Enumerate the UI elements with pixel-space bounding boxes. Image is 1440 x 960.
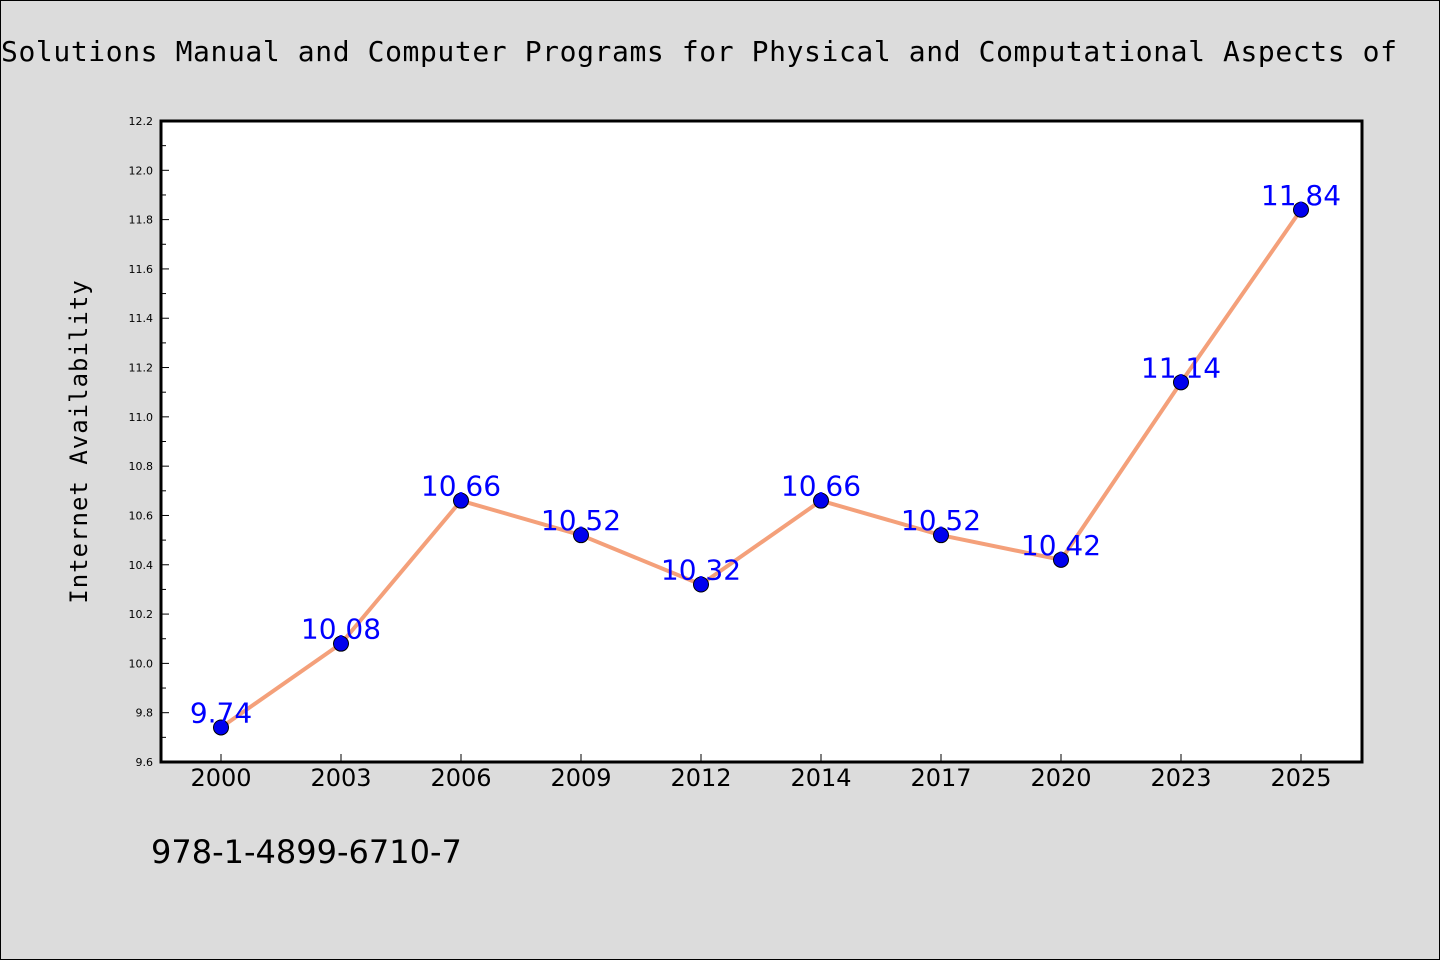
y-tick-label: 10.4 <box>129 559 154 572</box>
series-line <box>219 208 1303 730</box>
y-tick-label: 12.0 <box>129 164 154 177</box>
y-tick-label: 11.6 <box>129 263 154 276</box>
x-tick-label: 2012 <box>670 764 731 792</box>
data-point <box>1053 551 1069 568</box>
x-tick-label: 2025 <box>1270 764 1331 792</box>
x-tick-label: 2006 <box>430 764 491 792</box>
data-point <box>933 527 949 544</box>
data-point <box>573 527 589 544</box>
isbn-text: 978-1-4899-6710-7 <box>151 833 462 871</box>
y-tick-label: 11.0 <box>129 411 154 424</box>
x-tick-label: 2014 <box>790 764 851 792</box>
plot-border <box>159 119 1364 764</box>
y-tick-label: 9.8 <box>136 707 154 720</box>
page-title: Solutions Manual and Computer Programs f… <box>1 35 1398 68</box>
x-tick-label: 2003 <box>310 764 371 792</box>
x-tick-label: 2020 <box>1030 764 1091 792</box>
x-tick-label: 2009 <box>550 764 611 792</box>
data-point <box>813 492 829 509</box>
y-tick-label: 10.0 <box>129 657 154 670</box>
y-tick-label: 10.8 <box>129 460 154 473</box>
y-tick-label: 12.2 <box>129 115 154 128</box>
x-tick-label: 2000 <box>190 764 251 792</box>
x-tick-label: 2023 <box>1150 764 1211 792</box>
x-tick-label: 2017 <box>910 764 971 792</box>
data-point <box>693 576 709 593</box>
data-point <box>1293 201 1309 218</box>
data-label: 10.66 <box>781 470 861 503</box>
data-point <box>453 492 469 509</box>
data-point <box>333 635 349 652</box>
y-tick-label: 10.6 <box>129 509 154 522</box>
y-tick-label: 11.8 <box>129 214 154 227</box>
data-label: 10.52 <box>541 504 621 537</box>
data-label: 11.84 <box>1261 179 1341 212</box>
y-axis-label: Internet Availability <box>65 279 93 603</box>
y-tick-label: 11.4 <box>129 312 154 325</box>
data-label: 10.66 <box>421 470 501 503</box>
data-point <box>1173 374 1189 391</box>
data-point <box>213 719 229 736</box>
plot-area <box>161 121 1362 762</box>
y-tick-label: 11.2 <box>129 362 154 375</box>
data-label: 11.14 <box>1141 351 1221 384</box>
data-label: 9.74 <box>190 696 252 729</box>
y-tick-label: 10.2 <box>129 608 154 621</box>
data-label: 10.08 <box>301 613 381 646</box>
data-label: 10.52 <box>901 504 981 537</box>
data-label: 10.32 <box>661 553 741 586</box>
data-label: 10.42 <box>1021 529 1101 562</box>
y-tick-label: 9.6 <box>136 756 154 769</box>
